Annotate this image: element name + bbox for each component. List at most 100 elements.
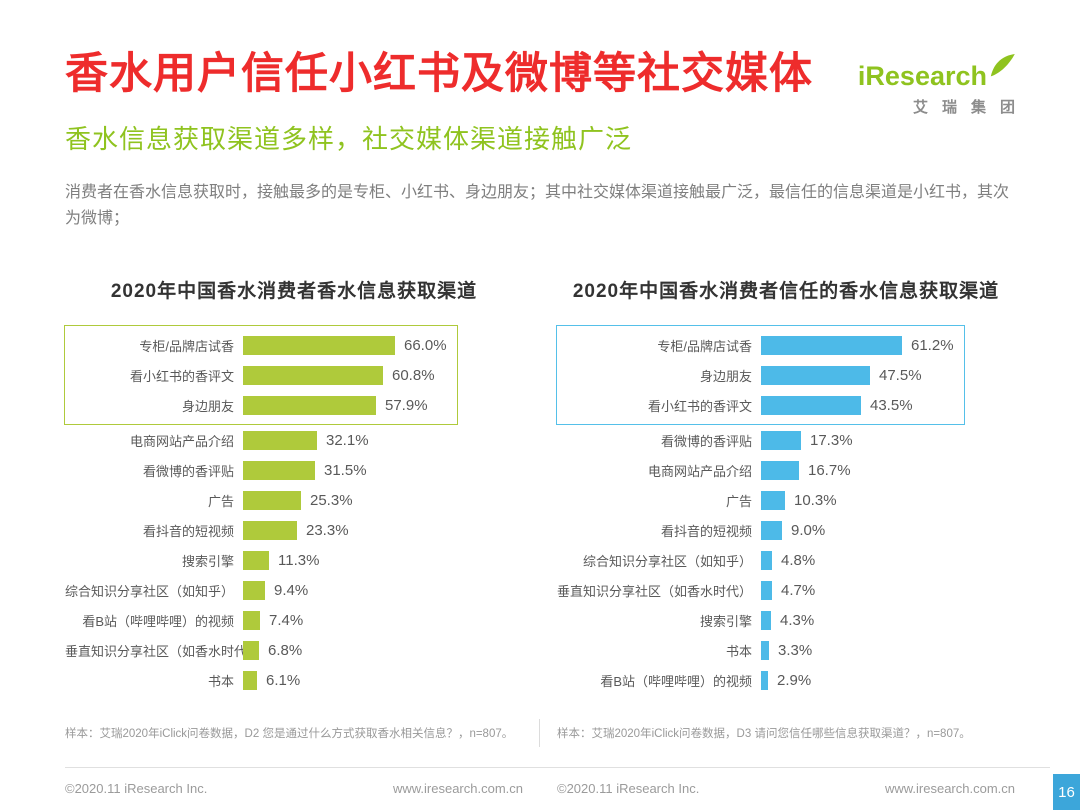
chart-rows: 专柜/品牌店试香 61.2% 身边朋友 47.5% 看小红书的香评文 43.5% 看微博的香… bbox=[556, 325, 1015, 695]
bar bbox=[761, 610, 771, 630]
category-label: 广告 bbox=[725, 493, 752, 509]
value-label: 60.8% bbox=[392, 366, 435, 384]
category-label: 广告 bbox=[207, 493, 234, 509]
bar bbox=[243, 430, 317, 450]
charts-area: 2020年中国香水消费者香水信息获取渠道 专柜/品牌店试香 66.0% 看小红书的香… bbox=[0, 276, 1080, 748]
chart-row: 书本 3.3% bbox=[557, 635, 1015, 665]
chart-row: 综合知识分享社区（如知乎） 9.4% bbox=[65, 575, 523, 605]
bar bbox=[243, 335, 395, 355]
value-label: 57.9% bbox=[385, 396, 428, 414]
footer-left: ©2020.11 iResearch Inc. www.iresearch.co… bbox=[65, 781, 523, 796]
bar bbox=[243, 365, 383, 385]
category-label: 电商网站产品介绍 bbox=[647, 463, 752, 479]
category-label: 搜索引擎 bbox=[699, 613, 752, 629]
chart-row: 身边朋友 47.5% bbox=[557, 360, 954, 390]
bar bbox=[243, 610, 260, 630]
logo-brand-row: iResearch bbox=[858, 54, 1015, 90]
category-label: 综合知识分享社区（如知乎） bbox=[582, 553, 752, 569]
chart-row: 搜索引擎 11.3% bbox=[65, 545, 523, 575]
value-label: 23.3% bbox=[306, 521, 349, 539]
value-label: 2.9% bbox=[777, 671, 812, 689]
category-label: 专柜/品牌店试香 bbox=[139, 338, 234, 354]
category-label: 看小红书的香评文 bbox=[647, 398, 752, 414]
value-label: 3.3% bbox=[778, 641, 813, 659]
bar bbox=[761, 490, 785, 510]
header: 香水用户信任小红书及微博等社交媒体 香水信息获取渠道多样，社交媒体渠道接触广泛 … bbox=[0, 0, 1080, 156]
chart-trusted-channels: 2020年中国香水消费者信任的香水信息获取渠道 专柜/品牌店试香 61.2% 身边朋… bbox=[539, 276, 1015, 748]
chart-row: 电商网站产品介绍 16.7% bbox=[557, 455, 1015, 485]
chart-row: 看B站（哔哩哔哩）的视频 7.4% bbox=[65, 605, 523, 635]
description-text: 消费者在香水信息获取时，接触最多的是专柜、小红书、身边朋友；其中社交媒体渠道接触… bbox=[65, 184, 1010, 228]
chart-row: 专柜/品牌店试香 66.0% bbox=[65, 330, 447, 360]
category-label: 身边朋友 bbox=[699, 368, 752, 384]
copyright-text: ©2020.11 iResearch Inc. bbox=[557, 781, 700, 796]
website-link: www.iresearch.com.cn bbox=[392, 781, 523, 796]
iresearch-logo: iResearch 艾瑞集团 bbox=[858, 50, 1015, 117]
chart-row: 广告 25.3% bbox=[65, 485, 523, 515]
value-label: 9.4% bbox=[274, 581, 309, 599]
category-label: 看B站（哔哩哔哩）的视频 bbox=[600, 673, 752, 689]
chart-row: 专柜/品牌店试香 61.2% bbox=[557, 330, 954, 360]
leaf-icon bbox=[990, 54, 1015, 77]
bar bbox=[243, 550, 269, 570]
chart-row: 广告 10.3% bbox=[557, 485, 1015, 515]
bar bbox=[761, 520, 782, 540]
value-label: 11.3% bbox=[278, 551, 320, 569]
category-label: 垂直知识分享社区（如香水时代） bbox=[65, 643, 261, 659]
bar bbox=[761, 580, 772, 600]
chart-row: 看小红书的香评文 60.8% bbox=[65, 360, 447, 390]
value-label: 25.3% bbox=[310, 491, 353, 509]
category-label: 看抖音的短视频 bbox=[142, 523, 234, 539]
category-label: 身边朋友 bbox=[181, 398, 234, 414]
bar bbox=[243, 490, 301, 510]
chart-acquisition-channels: 2020年中国香水消费者香水信息获取渠道 专柜/品牌店试香 66.0% 看小红书的香… bbox=[64, 276, 523, 741]
category-label: 看微博的香评贴 bbox=[660, 433, 752, 449]
chart-row: 综合知识分享社区（如知乎） 4.8% bbox=[557, 545, 1015, 575]
bar bbox=[243, 395, 376, 415]
bar bbox=[243, 640, 259, 660]
chart-row: 身边朋友 57.9% bbox=[65, 390, 447, 420]
value-label: 9.0% bbox=[791, 521, 826, 539]
value-label: 43.5% bbox=[870, 396, 913, 414]
bar bbox=[761, 670, 768, 690]
value-label: 61.2% bbox=[911, 336, 954, 354]
bar bbox=[761, 335, 902, 355]
chart-title: 2020年中国香水消费者信任的香水信息获取渠道 bbox=[572, 281, 1000, 303]
chart-row: 看小红书的香评文 43.5% bbox=[557, 390, 954, 420]
value-label: 16.7% bbox=[808, 461, 851, 479]
category-label: 综合知识分享社区（如知乎） bbox=[65, 583, 235, 599]
bar bbox=[761, 365, 870, 385]
chart-row: 书本 6.1% bbox=[65, 665, 523, 695]
page-title: 香水用户信任小红书及微博等社交媒体 bbox=[65, 50, 813, 98]
bar bbox=[243, 520, 297, 540]
value-label: 31.5% bbox=[324, 461, 367, 479]
chart-row: 看抖音的短视频 9.0% bbox=[557, 515, 1015, 545]
value-label: 10.3% bbox=[794, 491, 837, 509]
chart-row: 垂直知识分享社区（如香水时代） 6.8% bbox=[65, 635, 523, 665]
category-label: 书本 bbox=[725, 643, 752, 659]
chart-title: 2020年中国香水消费者香水信息获取渠道 bbox=[110, 281, 478, 303]
category-label: 专柜/品牌店试香 bbox=[657, 338, 752, 354]
page-subtitle: 香水信息获取渠道多样，社交媒体渠道接触广泛 bbox=[65, 124, 633, 155]
top-channels-highlight-box: 专柜/品牌店试香 61.2% 身边朋友 47.5% 看小红书的香评文 43.5% bbox=[556, 325, 965, 426]
value-label: 66.0% bbox=[404, 336, 447, 354]
chart-row: 搜索引擎 4.3% bbox=[557, 605, 1015, 635]
category-label: 电商网站产品介绍 bbox=[129, 433, 234, 449]
footer-right: ©2020.11 iResearch Inc. www.iresearch.co… bbox=[557, 781, 1015, 796]
chart-row: 电商网站产品介绍 32.1% bbox=[65, 425, 523, 455]
header-titles: 香水用户信任小红书及微博等社交媒体 香水信息获取渠道多样，社交媒体渠道接触广泛 bbox=[65, 50, 813, 156]
value-label: 17.3% bbox=[810, 431, 853, 449]
value-label: 4.8% bbox=[781, 551, 816, 569]
copyright-text: ©2020.11 iResearch Inc. bbox=[65, 781, 208, 796]
value-label: 32.1% bbox=[326, 431, 369, 449]
source-note: 样本：艾瑞2020年iClick问卷数据，D3 请问您信任哪些信息获取渠道？，n… bbox=[539, 719, 1015, 748]
category-label: 搜索引擎 bbox=[181, 553, 234, 569]
chart-rows: 专柜/品牌店试香 66.0% 看小红书的香评文 60.8% 身边朋友 57.9% 电商网站产… bbox=[64, 325, 523, 695]
value-label: 6.8% bbox=[268, 641, 303, 659]
category-label: 看B站（哔哩哔哩）的视频 bbox=[82, 613, 234, 629]
category-label: 看微博的香评贴 bbox=[142, 463, 234, 479]
category-label: 看小红书的香评文 bbox=[129, 368, 234, 384]
bar bbox=[761, 640, 769, 660]
footer: ©2020.11 iResearch Inc. www.iresearch.co… bbox=[65, 781, 1015, 796]
